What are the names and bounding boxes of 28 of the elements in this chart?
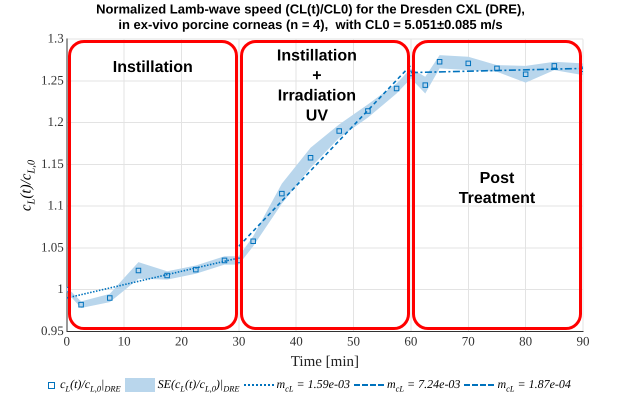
chart-title: Normalized Lamb-wave speed (CL(t)/CL0) for the Dresden CXL (DRE), in ex-vivo porcine corneas (n = 4), with CL0 = 5.051±0.085 m/s — [96, 1, 525, 32]
annotation: Instillation — [112, 59, 193, 76]
legend-label: m$_{cL}$ = 7.24e-03 — [386, 377, 460, 394]
y-tick-label: 1.05 — [41, 239, 64, 254]
y-tick-label: 1.25 — [41, 72, 64, 88]
y-tick-label: 1.15 — [41, 156, 64, 171]
legend-label: m$_{cL}$ = 1.87e-04 — [497, 377, 571, 394]
y-tick-label: 1.1 — [48, 198, 64, 213]
x-tick-label: 80 — [519, 334, 532, 349]
x-tick-label: 0 — [64, 334, 70, 349]
legend-label: c$_{L}$(t)/c$_{L,0}$|$_{DRE}$ — [60, 377, 121, 394]
x-axis-title: Time [min] — [290, 354, 359, 370]
x-tick-label: 30 — [232, 334, 246, 349]
x-tick-label: 10 — [118, 334, 131, 349]
x-tick-label: 90 — [576, 334, 590, 349]
x-tick-label: 40 — [290, 334, 303, 349]
annotation: Post Treatment — [458, 170, 536, 208]
x-tick-label: 70 — [462, 334, 475, 349]
y-tick-label: 0.95 — [41, 322, 64, 338]
legend-label: SE(c$_{L}$(t)/c$_{L,0}$)|$_{DRE}$ — [158, 377, 240, 394]
y-tick-label: 1.2 — [48, 114, 64, 130]
x-tick-label: 60 — [404, 334, 418, 349]
y-tick-label: 1 — [57, 281, 64, 296]
y-tick-label: 1.3 — [48, 30, 64, 46]
x-tick-label: 20 — [174, 334, 188, 349]
legend-label: m$_{cL}$ = 1.59e-03 — [276, 377, 350, 394]
annotation: Instillation + Irradiation UV — [276, 47, 357, 124]
x-tick-label: 50 — [347, 334, 360, 349]
